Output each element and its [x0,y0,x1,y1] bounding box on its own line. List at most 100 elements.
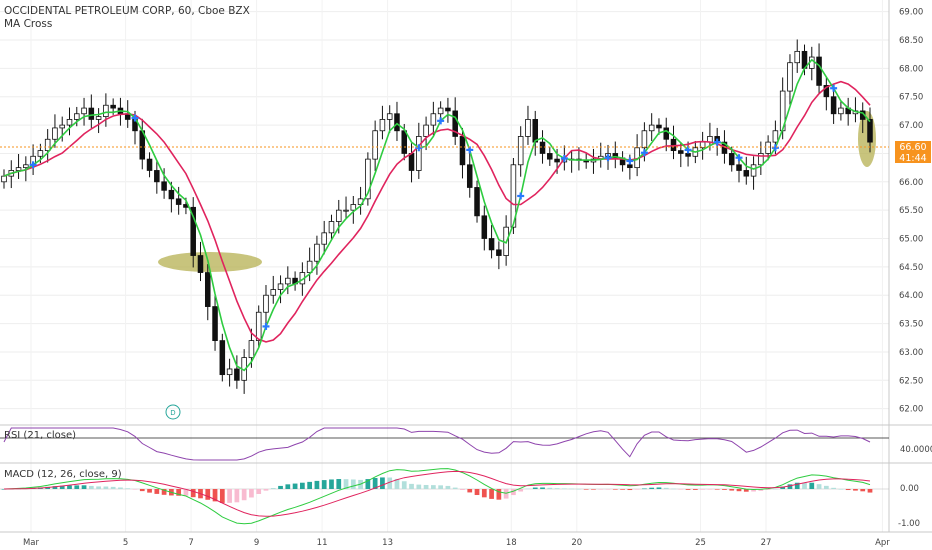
macd-histogram-bar [511,489,516,496]
candle-up [430,113,437,126]
candle-up [416,136,422,171]
macd-histogram-bar [802,482,807,489]
macd-histogram-bar [656,487,662,489]
macd-histogram-bar [154,489,160,494]
macd-histogram-bar [583,489,589,490]
candle-up [270,289,277,296]
macd-histogram-bar [663,487,669,489]
macd-histogram-bar [569,488,574,490]
macd-histogram-bar [176,489,182,496]
macd-histogram-bar [416,484,422,489]
macd-histogram-bar [59,485,65,489]
macd-histogram-bar [831,487,836,489]
macd-histogram-bar [794,482,800,489]
candles [1,39,873,394]
macd-histogram-bar [227,489,232,503]
macd-histogram-bar [773,488,778,490]
macd-line [3,468,871,525]
candle-down [459,136,466,166]
candle-down [481,215,488,239]
macd-histogram-bar [576,488,582,490]
dividend-marker [165,404,181,420]
candle-down [452,110,458,137]
candle-up [423,124,429,137]
time-tick-label: 27 [761,538,772,548]
macd-histogram-bar [722,489,727,490]
chart-title: OCCIDENTAL PETROLEUM CORP, 60, Cboe BZX [4,5,250,17]
macd-histogram-bar [387,477,393,489]
macd-histogram-bar [401,481,407,489]
rsi-axis-label: 40.0000 [900,445,932,455]
macd-histogram-bar [816,484,822,489]
candle-down [728,153,735,166]
candle-up [379,119,386,132]
candle-up [1,175,7,183]
candle-up [765,141,771,154]
candle-up [59,124,65,129]
candle-down [488,238,495,251]
macd-histogram-bar [532,487,538,489]
candle-up [52,127,58,140]
candle-up [328,221,335,234]
macd-histogram-bar [212,489,218,502]
macd-histogram-bar [300,482,305,489]
candle-up [794,50,800,64]
price-tick-label: 64.50 [899,263,923,273]
candle-down [612,153,619,159]
candle-up [787,62,793,92]
macd-histogram-bar [256,489,262,494]
macd-histogram-bar [780,486,786,489]
macd-histogram-bar [350,479,356,489]
macd-histogram-bar [452,487,458,489]
price-tick-label: 66.00 [899,178,923,188]
macd-histogram-bar [438,485,444,489]
macd-histogram-bar [649,487,655,489]
candle-up [372,130,378,160]
candle-down [663,127,670,140]
price-tick-label: 62.50 [899,376,923,386]
candle-up [66,119,73,126]
macd-histogram-bar [823,485,829,489]
candle-down [466,164,473,188]
macd-histogram-bar [853,489,858,491]
candle-down [547,153,553,160]
macd-histogram-bar [540,487,545,489]
candle-down [168,189,175,200]
macd-histogram-bar [241,489,247,501]
macd-histogram-bar [692,489,698,490]
price-tick-label: 65.50 [899,206,923,216]
candle-down [110,104,116,109]
time-tick-label: 11 [317,538,328,548]
candle-up [437,107,444,115]
candle-up [248,340,255,359]
macd-histogram-bar [219,489,225,503]
candle-down [175,198,182,205]
macd-histogram-bar [343,479,349,489]
macd-histogram-bar [714,489,720,490]
candle-up [758,153,764,166]
candle-up [285,277,291,285]
macd-histogram-bar [234,489,240,503]
macd-histogram-bar [758,489,764,491]
candle-up [838,107,844,115]
candle-down [445,107,451,112]
candle-down [161,181,167,191]
macd-histogram-bar [845,489,851,491]
candle-down [401,130,408,154]
candle-down [154,170,160,183]
macd-histogram-bar [445,485,451,489]
price-tick-label: 63.00 [899,348,923,358]
macd-histogram-bar [132,489,138,490]
macd-histogram-bar [591,489,596,490]
macd-histogram-bar [321,480,327,489]
candle-up [386,113,393,120]
candle-down [190,206,196,256]
candle-down [394,113,400,132]
price-tick-label: 68.00 [899,64,923,74]
candle-down [627,164,633,169]
bar-countdown: 41:44 [899,153,927,164]
macd-histogram-bar [1,489,7,490]
candle-up [37,150,44,157]
candle-up [335,209,342,222]
candle-up [343,209,349,212]
